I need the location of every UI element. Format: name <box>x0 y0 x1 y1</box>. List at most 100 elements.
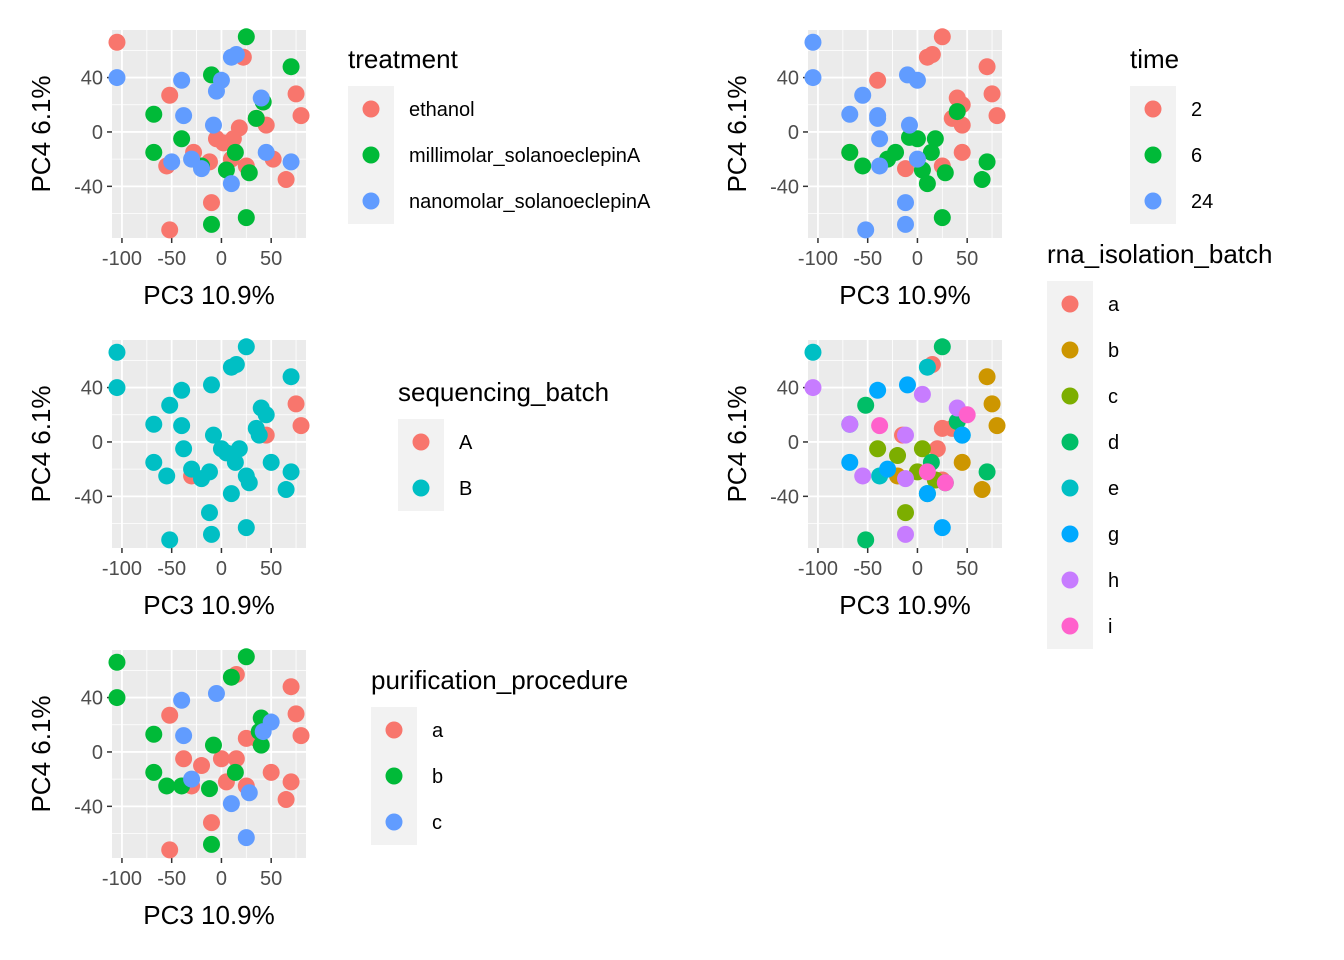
y-tick-label: 40 <box>81 688 103 710</box>
x-axis-title: PC3 10.9% <box>839 590 971 620</box>
data-point <box>928 440 946 458</box>
data-point <box>163 153 181 171</box>
data-point <box>173 381 191 399</box>
y-tick-label: 0 <box>92 122 103 144</box>
data-point <box>869 109 887 127</box>
data-point <box>804 379 822 397</box>
data-point <box>857 531 875 549</box>
x-tick-label: -100 <box>798 248 838 270</box>
data-point <box>936 164 954 182</box>
x-tick-label: 50 <box>260 558 282 580</box>
legend-key-background <box>398 419 444 511</box>
data-point <box>204 426 222 444</box>
data-point <box>841 105 859 123</box>
data-point <box>145 453 163 471</box>
x-tick-label: -100 <box>102 868 142 890</box>
data-point <box>918 463 936 481</box>
data-point <box>145 725 163 743</box>
legend-key <box>1061 617 1079 635</box>
legend-key <box>1061 525 1079 543</box>
legend-key <box>1144 100 1162 118</box>
data-point <box>240 784 258 802</box>
legend-label: a <box>432 720 444 742</box>
data-point <box>161 531 179 549</box>
data-point <box>804 33 822 51</box>
legend-label: b <box>432 766 443 788</box>
data-point <box>227 45 245 63</box>
data-point <box>869 381 887 399</box>
legend-label: ethanol <box>409 99 475 121</box>
data-point <box>282 678 300 696</box>
data-point <box>973 481 991 499</box>
x-tick-label: -100 <box>798 558 838 580</box>
data-point <box>227 355 245 373</box>
legend-key <box>1061 341 1079 359</box>
data-point <box>277 171 295 189</box>
legend-key <box>1144 192 1162 210</box>
data-point <box>936 474 954 492</box>
data-point <box>889 447 907 465</box>
x-tick-label: 0 <box>216 868 227 890</box>
data-point <box>857 221 875 239</box>
data-point <box>262 713 280 731</box>
data-point <box>145 763 163 781</box>
y-tick-label: -40 <box>74 796 103 818</box>
data-point <box>292 417 310 435</box>
y-tick-label: 0 <box>788 432 799 454</box>
legend-label: c <box>1108 386 1118 408</box>
data-point <box>871 157 889 175</box>
data-point <box>913 440 931 458</box>
legend-key <box>1061 387 1079 405</box>
data-point <box>922 143 940 161</box>
legend-title: purification_procedure <box>371 665 628 695</box>
data-point <box>202 525 220 543</box>
data-point <box>908 150 926 168</box>
data-point <box>854 467 872 485</box>
data-point <box>202 194 220 212</box>
legend-title: time <box>1130 44 1179 74</box>
data-point <box>145 105 163 123</box>
legend-label: A <box>459 432 473 454</box>
data-point <box>202 376 220 394</box>
data-point <box>978 58 996 76</box>
data-point <box>871 130 889 148</box>
legend-key <box>1061 433 1079 451</box>
data-point <box>948 103 966 121</box>
x-tick-label: -50 <box>853 558 882 580</box>
data-point <box>226 453 244 471</box>
legend-label: B <box>459 478 472 500</box>
legend-key <box>362 192 380 210</box>
data-point <box>222 175 240 193</box>
data-point <box>292 107 310 125</box>
y-tick-label: 0 <box>788 122 799 144</box>
data-point <box>918 485 936 503</box>
y-tick-label: 0 <box>92 432 103 454</box>
data-point <box>913 385 931 403</box>
data-point <box>108 33 126 51</box>
data-point <box>175 440 193 458</box>
data-point <box>173 417 191 435</box>
legend-title: rna_isolation_batch <box>1047 239 1273 269</box>
scatter-panel-3: -100 -50 0 50 -40 0 40 PC3 10.9% PC4 6.1% <box>26 338 310 620</box>
x-tick-label: 50 <box>260 868 282 890</box>
data-point <box>869 440 887 458</box>
data-point <box>252 736 270 754</box>
data-point <box>175 750 193 768</box>
data-point <box>173 71 191 89</box>
data-point <box>222 795 240 813</box>
data-point <box>237 519 255 537</box>
data-point <box>933 28 951 46</box>
data-point <box>988 417 1006 435</box>
data-point <box>257 406 275 424</box>
data-point <box>953 116 971 134</box>
data-point <box>918 358 936 376</box>
data-point <box>292 727 310 745</box>
data-point <box>896 470 914 488</box>
data-point <box>175 107 193 125</box>
y-tick-label: 40 <box>81 68 103 90</box>
x-tick-label: -50 <box>853 248 882 270</box>
data-point <box>145 415 163 433</box>
data-point <box>193 757 211 775</box>
data-point <box>252 89 270 107</box>
x-tick-label: 50 <box>260 248 282 270</box>
